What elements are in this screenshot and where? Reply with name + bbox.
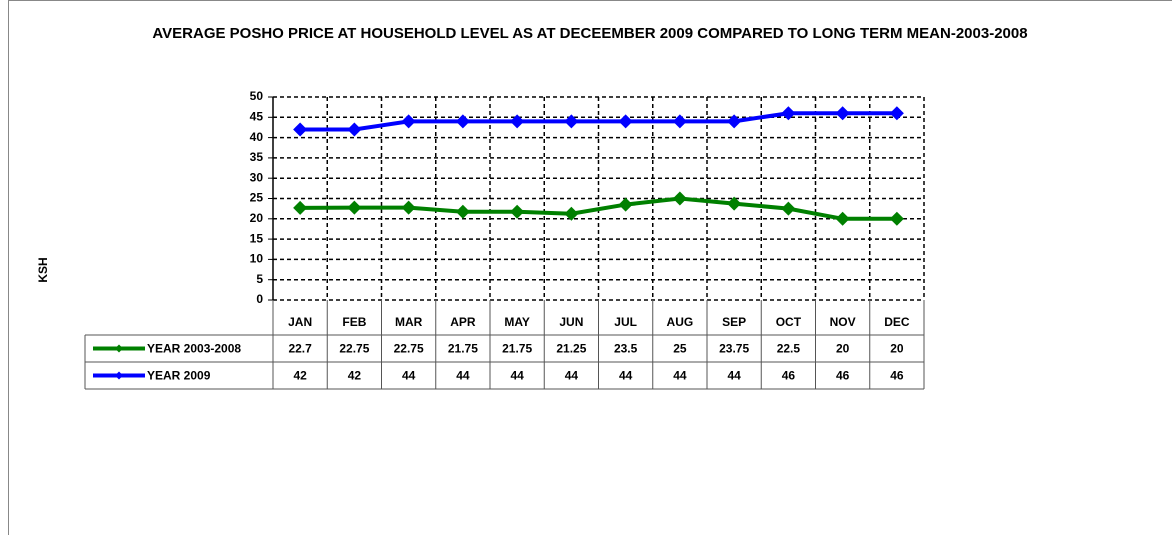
marker [835,106,850,121]
marker [889,106,904,121]
x-tick-label: MAY [504,315,530,329]
x-tick-label: FEB [342,315,366,329]
table-value: 20 [836,342,850,356]
marker [455,204,470,219]
table-value: 46 [890,369,904,383]
table-value: 44 [565,369,579,383]
y-tick-label: 10 [250,252,264,266]
table-value: 44 [727,369,741,383]
table-value: 20 [890,342,904,356]
marker [727,114,742,129]
y-tick-label: 15 [250,231,264,245]
marker [401,200,416,215]
table-value: 44 [402,369,416,383]
marker [835,211,850,226]
table-value: 22.75 [339,342,369,356]
marker [564,206,579,221]
y-tick-label: 30 [250,170,264,184]
y-tick-label: 25 [250,191,264,205]
marker [727,196,742,211]
legend-marker [115,344,123,353]
series-line [300,111,897,132]
x-tick-label: DEC [884,315,910,329]
marker [564,114,579,129]
marker [781,201,796,216]
marker [618,197,633,212]
table-value: 25 [673,342,687,356]
x-tick-label: JAN [288,315,312,329]
legend-label: YEAR 2009 [147,369,211,383]
x-tick-label: JUL [614,315,637,329]
legend-label: YEAR 2003-2008 [147,342,241,356]
marker [781,106,796,121]
y-tick-label: 35 [250,150,264,164]
marker [293,122,308,137]
y-tick-label: 45 [250,109,264,123]
legend-marker [115,371,123,380]
table-value: 42 [293,369,307,383]
x-tick-label: JUN [559,315,583,329]
y-tick-label: 20 [250,211,264,225]
y-axis-label: KSH [36,257,50,282]
table-value: 22.7 [288,342,312,356]
marker [618,114,633,129]
marker [401,114,416,129]
table-value: 23.5 [614,342,638,356]
marker [889,211,904,226]
table-value: 22.75 [394,342,424,356]
marker [293,200,308,215]
marker [510,114,525,129]
table-value: 23.75 [719,342,749,356]
table-value: 22.5 [777,342,801,356]
x-tick-label: APR [450,315,476,329]
y-tick-label: 0 [256,292,263,306]
table-value: 21.75 [502,342,532,356]
x-tick-label: MAR [395,315,423,329]
y-tick-label: 50 [250,89,264,103]
marker [347,200,362,215]
y-tick-label: 40 [250,130,264,144]
table-value: 42 [348,369,362,383]
marker [672,114,687,129]
x-tick-label: SEP [722,315,746,329]
table-value: 21.25 [556,342,586,356]
table-value: 44 [456,369,470,383]
marker [510,204,525,219]
marker [347,122,362,137]
table-value: 44 [619,369,633,383]
chart-title: AVERAGE POSHO PRICE AT HOUSEHOLD LEVEL A… [152,25,1028,42]
table-value: 46 [782,369,796,383]
frame [8,0,1172,535]
series-line [300,196,897,221]
table-value: 46 [836,369,850,383]
table-value: 44 [510,369,524,383]
y-tick-label: 5 [256,272,263,286]
marker [672,191,687,206]
marker [455,114,470,129]
x-tick-label: OCT [776,315,802,329]
table-value: 21.75 [448,342,478,356]
table-value: 44 [673,369,687,383]
x-tick-label: NOV [830,315,856,329]
x-tick-label: AUG [667,315,694,329]
